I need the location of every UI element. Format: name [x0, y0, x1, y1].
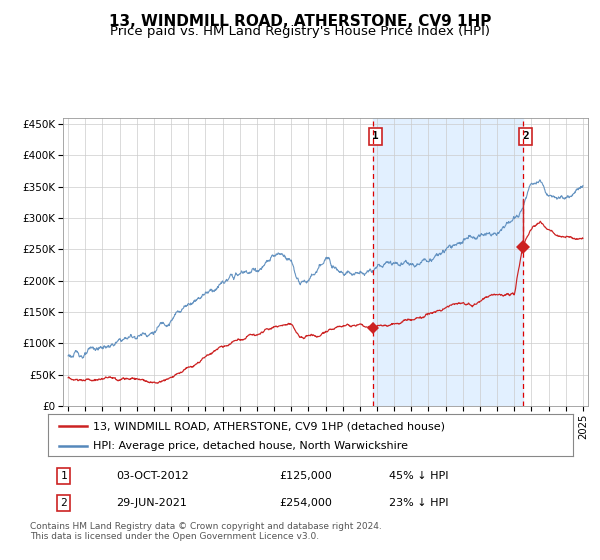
Text: 2: 2: [522, 132, 529, 142]
Text: 1: 1: [372, 132, 379, 142]
Text: £125,000: £125,000: [279, 470, 332, 480]
Text: £254,000: £254,000: [279, 498, 332, 508]
Text: 29-JUN-2021: 29-JUN-2021: [116, 498, 187, 508]
Text: Contains HM Land Registry data © Crown copyright and database right 2024.
This d: Contains HM Land Registry data © Crown c…: [30, 522, 382, 542]
Text: 1: 1: [61, 470, 67, 480]
Text: 45% ↓ HPI: 45% ↓ HPI: [389, 470, 449, 480]
Text: 2: 2: [61, 498, 67, 508]
Text: HPI: Average price, detached house, North Warwickshire: HPI: Average price, detached house, Nort…: [92, 441, 407, 451]
Text: 03-OCT-2012: 03-OCT-2012: [116, 470, 189, 480]
Text: Price paid vs. HM Land Registry's House Price Index (HPI): Price paid vs. HM Land Registry's House …: [110, 25, 490, 38]
Bar: [373, 118, 523, 406]
Text: 13, WINDMILL ROAD, ATHERSTONE, CV9 1HP: 13, WINDMILL ROAD, ATHERSTONE, CV9 1HP: [109, 14, 491, 29]
Text: 13, WINDMILL ROAD, ATHERSTONE, CV9 1HP (detached house): 13, WINDMILL ROAD, ATHERSTONE, CV9 1HP (…: [92, 421, 445, 431]
Text: 23% ↓ HPI: 23% ↓ HPI: [389, 498, 449, 508]
